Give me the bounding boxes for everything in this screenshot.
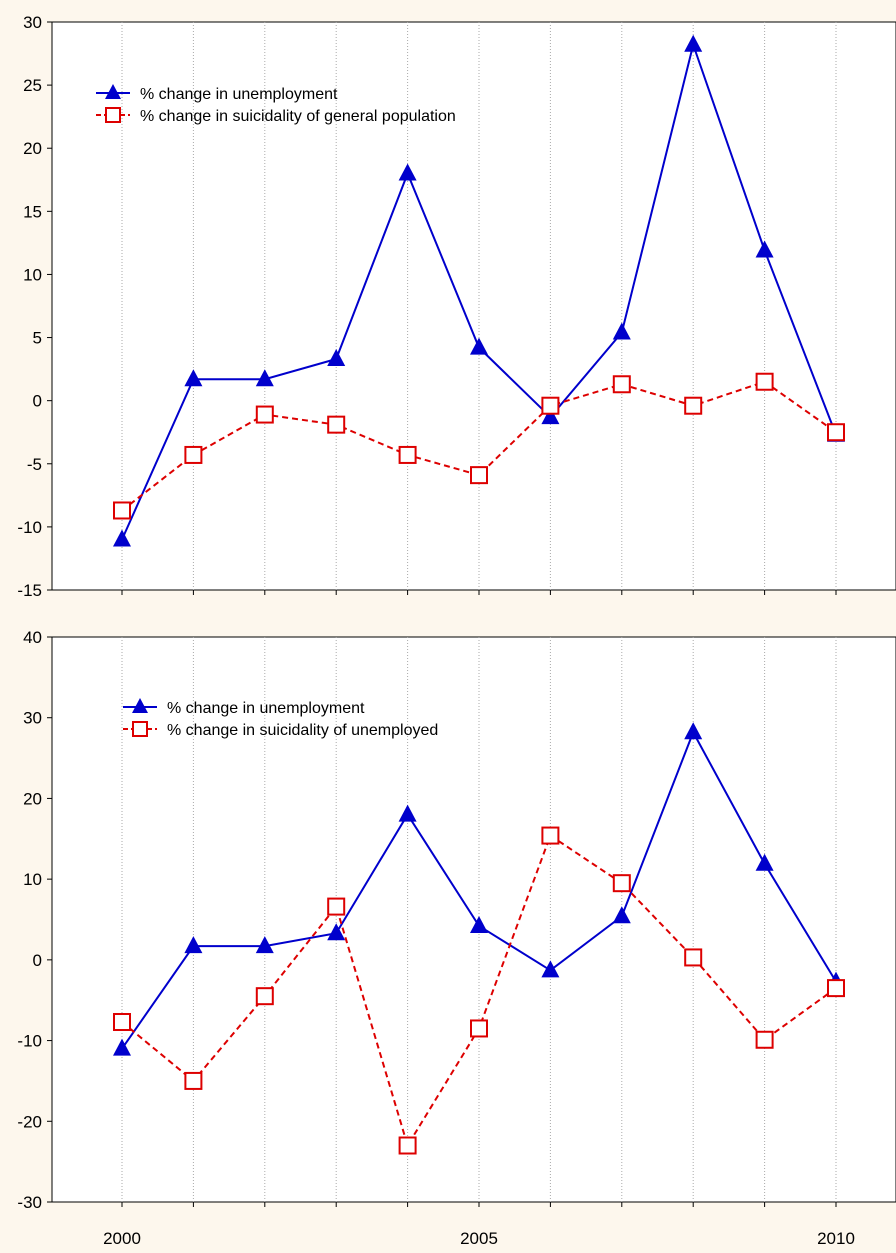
data-point-triangle (255, 936, 274, 954)
y-tick-label: 0 (33, 392, 42, 411)
x-tick-label: 2005 (460, 1229, 498, 1248)
data-point-triangle (398, 163, 417, 181)
y-tick-label: 20 (23, 789, 42, 808)
legend-label: % change in suicidality of unemployed (167, 722, 438, 739)
data-point-triangle (184, 369, 203, 387)
data-point-square (684, 948, 703, 967)
y-tick-label: 10 (23, 870, 42, 889)
y-tick-label: 5 (33, 329, 42, 348)
data-point-square (327, 897, 346, 916)
chart-unemployed: -30 -20 -10 0 10 20 30 40 % change in unemployme… (17, 628, 896, 1212)
x-tick-label: 2000 (103, 1229, 141, 1248)
legend-marker-triangle (105, 84, 121, 99)
plot-area (51, 21, 896, 591)
data-point-triangle (113, 529, 131, 547)
legend-marker-square (105, 107, 121, 123)
y-tick-label: 25 (23, 76, 42, 95)
data-point-square (184, 445, 203, 464)
y-tick-label: 40 (23, 628, 42, 647)
y-tick-label: -10 (17, 1032, 42, 1051)
y-tick-label: -20 (17, 1112, 42, 1131)
data-point-triangle (113, 1038, 131, 1056)
data-point-triangle (184, 936, 203, 954)
data-point-triangle (398, 804, 417, 822)
data-point-square (398, 1136, 417, 1155)
data-point-square (327, 415, 346, 434)
y-tick-label: 15 (23, 202, 42, 221)
data-point-triangle (327, 923, 346, 941)
data-point-square (612, 375, 631, 394)
data-point-square (255, 987, 274, 1006)
y-tick-label: -15 (17, 581, 42, 600)
data-point-square (755, 1030, 774, 1049)
data-point-square (398, 445, 417, 464)
data-point-triangle (755, 853, 774, 871)
data-point-triangle (612, 906, 631, 924)
data-point-square (470, 1019, 488, 1038)
series-line (121, 380, 837, 512)
data-point-triangle (684, 34, 703, 52)
data-point-square (541, 826, 560, 845)
legend-label: % change in unemployment (140, 86, 338, 103)
x-tick-label: 2010 (817, 1229, 855, 1248)
data-point-square (470, 466, 488, 485)
data-point-square (113, 1013, 131, 1032)
data-point-square (255, 405, 274, 424)
data-point-square (184, 1071, 203, 1090)
y-tick-label: -10 (17, 518, 42, 537)
y-tick-label: 30 (23, 13, 42, 32)
data-point-triangle (327, 349, 346, 367)
data-point-square (827, 979, 845, 998)
data-point-square (541, 396, 560, 415)
data-point-triangle (612, 322, 631, 340)
legend-marker-square (132, 721, 148, 737)
y-tick-label: -30 (17, 1193, 42, 1212)
data-point-triangle (755, 240, 774, 258)
shared-x-axis: 2000 2005 2010 (103, 1229, 855, 1248)
data-point-triangle (541, 960, 560, 978)
data-point-triangle (684, 722, 703, 740)
data-point-triangle (255, 369, 274, 387)
chart-general-population: -15 -10 -5 0 5 10 15 20 25 30 % change in unemploy… (17, 13, 896, 600)
legend-marker-triangle (132, 698, 148, 713)
data-point-triangle (470, 915, 488, 933)
y-tick-label: 20 (23, 139, 42, 158)
y-tick-label: -5 (27, 455, 42, 474)
legend-label: % change in suicidality of general popul… (140, 108, 456, 125)
y-tick-label: 0 (33, 951, 42, 970)
y-tick-label: 30 (23, 709, 42, 728)
data-point-square (612, 874, 631, 893)
data-point-square (684, 396, 703, 415)
y-tick-label: 10 (23, 265, 42, 284)
legend-label: % change in unemployment (167, 700, 365, 717)
data-point-triangle (541, 407, 560, 425)
data-point-square (827, 423, 845, 442)
data-point-square (113, 501, 131, 520)
data-point-square (755, 372, 774, 391)
data-point-triangle (470, 337, 488, 355)
